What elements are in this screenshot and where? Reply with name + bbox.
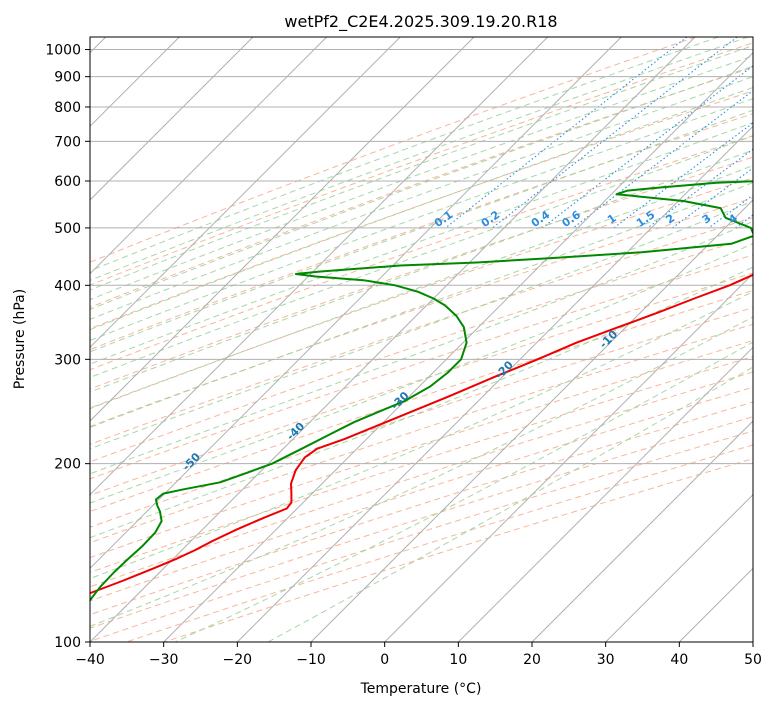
isotherm-label: -20 bbox=[493, 358, 516, 381]
dry-adiabat bbox=[90, 42, 753, 286]
dry-adiabat bbox=[90, 156, 753, 390]
isotherm bbox=[605, 493, 753, 642]
moist-adiabat bbox=[90, 266, 753, 539]
isotherm bbox=[457, 346, 753, 642]
moist-adiabat bbox=[90, 242, 753, 504]
dry-adiabat bbox=[90, 355, 753, 573]
y-tick-label: 300 bbox=[54, 352, 81, 368]
mixing-ratio-line bbox=[492, 37, 738, 229]
chart-title: wetPf2_C2E4.2025.309.19.20.R18 bbox=[284, 12, 557, 32]
y-tick-label: 500 bbox=[54, 221, 81, 237]
moist-adiabat bbox=[90, 291, 753, 580]
x-tick-label: 30 bbox=[597, 652, 615, 668]
isotherm bbox=[90, 37, 328, 275]
moist-adiabat bbox=[90, 45, 753, 291]
x-tick-label: 20 bbox=[523, 652, 541, 668]
moist-adiabat bbox=[90, 98, 753, 341]
mixing-ratio-label: 0.1 bbox=[432, 208, 455, 230]
isoline-labels: -50-40-30-20-100.10.20.40.611.5234010203… bbox=[180, 208, 741, 474]
dry-adiabat bbox=[90, 197, 753, 428]
mixing-ratio-line bbox=[734, 214, 753, 229]
dry-adiabat bbox=[90, 307, 753, 528]
grid-lines bbox=[90, 37, 753, 642]
isotherm bbox=[384, 272, 753, 642]
y-tick-label: 1000 bbox=[45, 43, 81, 59]
temperature-line bbox=[90, 273, 753, 595]
y-tick-label: 100 bbox=[54, 635, 81, 651]
dry-adiabat bbox=[90, 177, 753, 409]
dry-adiabat bbox=[164, 458, 753, 642]
x-tick-label: 50 bbox=[744, 652, 762, 668]
dry-adiabat bbox=[90, 339, 753, 559]
isotherm bbox=[90, 37, 475, 422]
x-tick-label: −20 bbox=[223, 652, 253, 668]
x-tick-label: −40 bbox=[75, 652, 105, 668]
isotherm bbox=[90, 37, 401, 349]
y-tick-label: 800 bbox=[54, 100, 81, 116]
moist-adiabat bbox=[90, 76, 753, 320]
mixing-ratio-line bbox=[542, 65, 753, 229]
plot-frame bbox=[89, 36, 754, 643]
moist-adiabat bbox=[90, 55, 753, 301]
dry-adiabat bbox=[90, 416, 753, 629]
isotherm-label: -50 bbox=[180, 450, 203, 473]
dry-adiabat bbox=[90, 37, 696, 263]
sounding-lines bbox=[90, 180, 753, 603]
y-axis-label: Pressure (hPa) bbox=[12, 289, 28, 389]
x-tick-label: 40 bbox=[670, 652, 688, 668]
moist-adiabat bbox=[90, 200, 753, 450]
y-tick-label: 200 bbox=[54, 457, 81, 473]
y-tick-label: 900 bbox=[54, 70, 81, 86]
mixing-ratio-label: 0.4 bbox=[529, 208, 553, 230]
x-tick-label: −30 bbox=[149, 652, 179, 668]
isotherm bbox=[531, 420, 753, 642]
moist-adiabat bbox=[90, 109, 753, 353]
y-tick-label: 600 bbox=[54, 174, 81, 190]
mixing-ratio-label: 3 bbox=[700, 212, 714, 227]
x-tick-label: 10 bbox=[449, 652, 467, 668]
moist-adiabat bbox=[90, 65, 753, 310]
mixing-ratio-label: 1 bbox=[605, 212, 619, 227]
isotherm bbox=[90, 37, 622, 570]
y-axis: 100 200 300 400 500 600 700 800 900 1000 bbox=[45, 43, 90, 651]
mixing-ratio-line bbox=[672, 167, 753, 229]
isotherm bbox=[236, 125, 753, 642]
x-tick-label: −10 bbox=[296, 652, 326, 668]
isotherm bbox=[310, 199, 753, 642]
x-axis: −40 −30 −20 −10 0 10 20 30 40 50 bbox=[75, 642, 762, 668]
mixing-ratio-label: 2 bbox=[664, 212, 678, 227]
mixing-ratio-line bbox=[572, 90, 753, 229]
moist-adiabat bbox=[90, 316, 753, 627]
moist-adiabat bbox=[90, 181, 753, 428]
moist-adiabat bbox=[90, 37, 719, 272]
isotherm bbox=[90, 37, 254, 201]
isotherm bbox=[90, 37, 696, 642]
mixing-ratio-line bbox=[708, 194, 753, 229]
isotherm-label: -30 bbox=[388, 389, 411, 412]
isotherm bbox=[90, 37, 549, 496]
isotherm bbox=[752, 641, 753, 642]
moist-adiabat bbox=[90, 86, 753, 331]
dewpoint-line bbox=[90, 180, 753, 603]
moist-adiabat bbox=[90, 37, 749, 281]
x-tick-label: 0 bbox=[380, 652, 389, 668]
mixing-ratio-line bbox=[445, 37, 688, 229]
dry-adiabat bbox=[90, 386, 753, 602]
moist-adiabat bbox=[90, 165, 753, 410]
isotherm-label: -10 bbox=[597, 328, 620, 351]
x-axis-label: Temperature (°C) bbox=[360, 681, 482, 697]
y-tick-label: 700 bbox=[54, 134, 81, 150]
isotherm-label: -40 bbox=[284, 419, 307, 442]
y-tick-label: 400 bbox=[54, 278, 81, 294]
dry-adiabat bbox=[90, 289, 753, 513]
background-lines bbox=[90, 37, 753, 642]
dry-adiabat bbox=[90, 401, 753, 616]
dry-adiabat bbox=[90, 254, 753, 480]
isotherm bbox=[678, 567, 753, 642]
moist-adiabat bbox=[267, 366, 753, 642]
